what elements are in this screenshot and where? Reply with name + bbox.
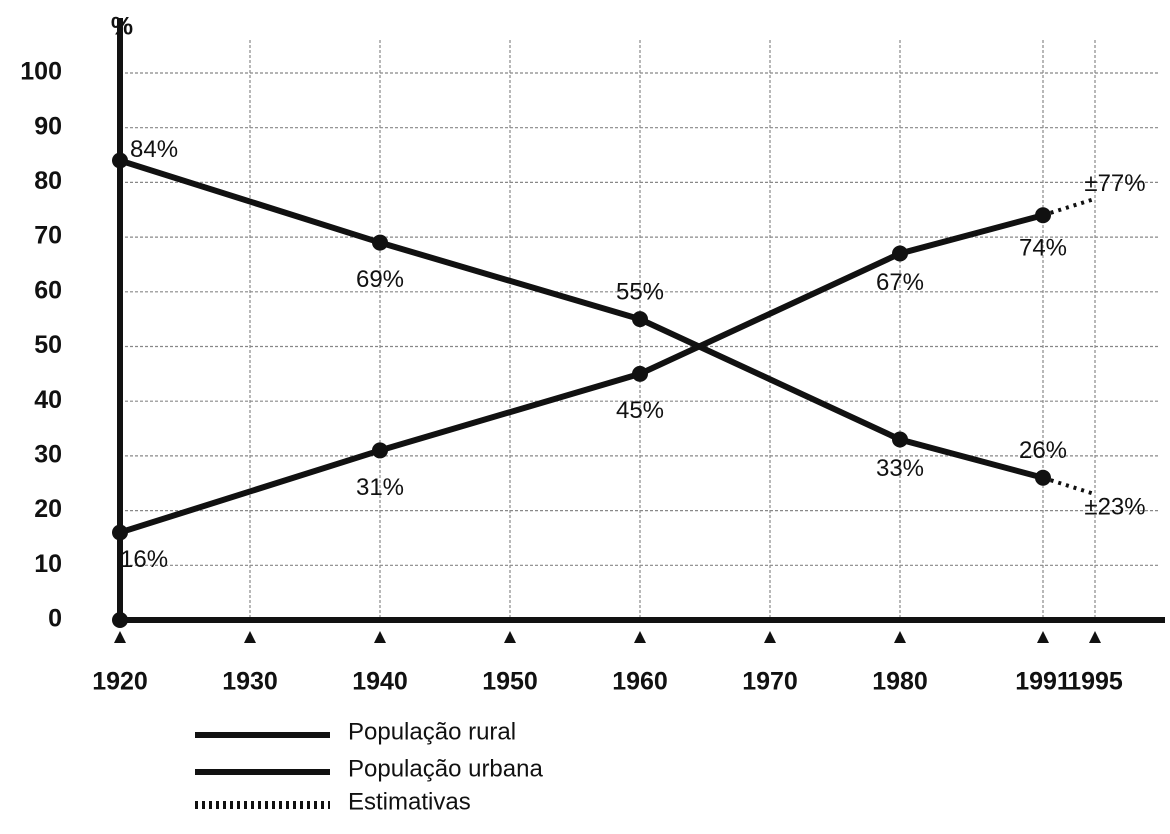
y-tick-label: 40 <box>34 386 62 414</box>
y-tick-label: 60 <box>34 276 62 304</box>
tick-marker <box>374 631 386 643</box>
series-line <box>119 157 1044 481</box>
tick-marker <box>1089 631 1101 643</box>
y-tick-label: 0 <box>48 605 62 633</box>
y-tick-label: 100 <box>20 58 62 86</box>
point <box>112 152 128 169</box>
estimate-label: ±23% <box>1084 494 1145 521</box>
y-tick-label: 20 <box>34 495 62 523</box>
point <box>372 234 388 251</box>
series-line <box>119 212 1044 536</box>
point <box>372 442 388 459</box>
tick-marker <box>894 631 906 643</box>
tick-marker <box>244 631 256 643</box>
value-label: 45% <box>616 397 664 424</box>
y-tick-label: 80 <box>34 167 62 195</box>
value-label: 33% <box>876 455 924 482</box>
y-tick-label: 90 <box>34 112 62 140</box>
x-tick-label: 1960 <box>612 668 668 696</box>
y-tick-label: 70 <box>34 222 62 250</box>
tick-marker <box>114 631 126 643</box>
x-tick-label: 1950 <box>482 668 538 696</box>
y-tick-label: 50 <box>34 331 62 359</box>
origin-dot <box>112 612 128 628</box>
point <box>632 365 648 382</box>
legend-label: População urbana <box>348 755 543 782</box>
estimate-line <box>1042 475 1096 497</box>
x-tick-label: 1930 <box>222 668 278 696</box>
tick-marker <box>634 631 646 643</box>
point <box>1035 469 1051 486</box>
point <box>632 311 648 328</box>
y-tick-label: 10 <box>34 550 62 578</box>
tick-marker <box>764 631 776 643</box>
value-label: 31% <box>356 474 404 501</box>
estimate-label: ±77% <box>1084 170 1145 197</box>
point <box>112 524 128 541</box>
x-tick-label: 1940 <box>352 668 408 696</box>
legend-label: População rural <box>348 718 516 745</box>
point <box>1035 207 1051 224</box>
value-label: 26% <box>1019 437 1067 464</box>
x-tick-label: 1970 <box>742 668 798 696</box>
x-tick-label: 1991 <box>1015 668 1071 696</box>
tick-marker <box>504 631 516 643</box>
value-label: 16% <box>120 546 168 573</box>
y-tick-label: 30 <box>34 441 62 469</box>
tick-marker <box>1037 631 1049 643</box>
legend-label: Estimativas <box>348 788 471 815</box>
point <box>892 245 908 262</box>
value-label: 69% <box>356 266 404 293</box>
value-label: 67% <box>876 269 924 296</box>
value-label: 55% <box>616 278 664 305</box>
value-label: 74% <box>1019 235 1067 262</box>
point <box>892 431 908 448</box>
x-tick-label: 1995 <box>1067 668 1123 696</box>
estimate-line <box>1042 196 1096 218</box>
value-label: 84% <box>130 136 178 163</box>
x-tick-label: 1980 <box>872 668 928 696</box>
x-tick-label: 1920 <box>92 668 148 696</box>
